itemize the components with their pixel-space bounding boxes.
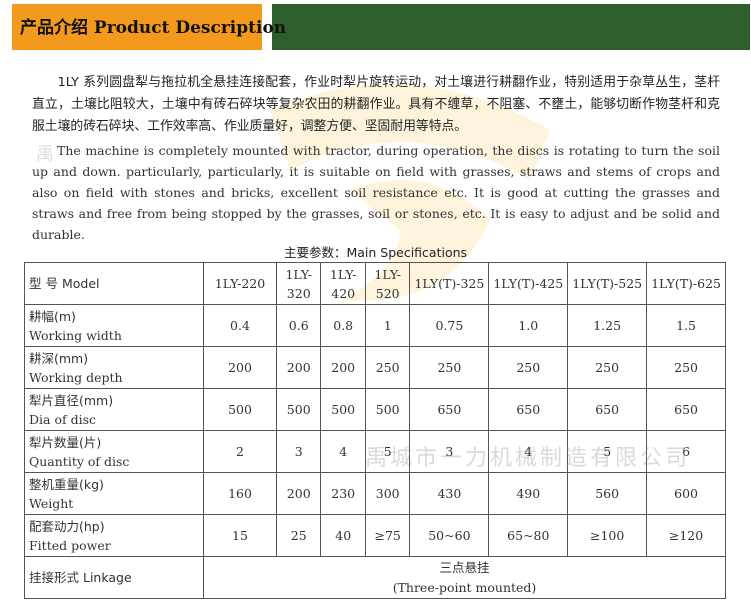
value-cell: 3 xyxy=(275,430,322,473)
table-row: 犁片直径(mm) Dia of disc 500 500 500 500 650 … xyxy=(24,388,726,431)
value-cell: 250 xyxy=(409,346,490,389)
model-label-cell: 型 号 Model xyxy=(24,262,204,305)
table-row: 耕深(mm) Working depth 200 200 200 250 250 … xyxy=(24,346,726,389)
model-cell: 1LY-320 xyxy=(275,262,322,305)
value-cell: 650 xyxy=(646,388,726,431)
value-cell: 200 xyxy=(275,346,322,389)
value-cell: 200 xyxy=(203,346,277,389)
value-cell: 5 xyxy=(364,430,411,473)
row-label: 耕幅(m) Working width xyxy=(24,304,204,347)
description-english: The machine is completely mounted with t… xyxy=(32,143,720,242)
value-cell: 4 xyxy=(488,430,569,473)
value-cell: 560 xyxy=(567,472,648,515)
table-row: 配套动力(hp) Fitted power 15 25 40 ≥75 50~60 … xyxy=(24,514,726,557)
value-cell: 25 xyxy=(275,514,322,557)
row-label: 犁片数量(片) Quantity of disc xyxy=(24,430,204,473)
table-header-row: 型 号 Model 1LY-220 1LY-320 1LY-420 1LY-52… xyxy=(24,262,726,305)
value-cell: ≥120 xyxy=(646,514,726,557)
value-cell: 300 xyxy=(364,472,411,515)
value-cell: 250 xyxy=(364,346,411,389)
spec-table-title: 主要参数：Main Specifications xyxy=(283,245,468,260)
linkage-value: 三点悬挂 (Three-point mounted) xyxy=(203,556,726,599)
model-cell: 1LY(T)-525 xyxy=(567,262,648,305)
value-cell: 430 xyxy=(409,472,490,515)
value-cell: 250 xyxy=(567,346,648,389)
value-cell: 650 xyxy=(409,388,490,431)
value-cell: 5 xyxy=(567,430,648,473)
header-banner: 产品介绍 Product Description xyxy=(12,4,750,50)
value-cell: 650 xyxy=(488,388,569,431)
header-orange-block xyxy=(12,4,262,50)
table-row: 耕幅(m) Working width 0.4 0.6 0.8 1 0.75 1.… xyxy=(24,304,726,347)
value-cell: 1 xyxy=(364,304,411,347)
value-cell: 6 xyxy=(646,430,726,473)
row-label: 犁片直径(mm) Dia of disc xyxy=(24,388,204,431)
page-title: 产品介绍 Product Description xyxy=(20,18,287,38)
value-cell: 250 xyxy=(646,346,726,389)
row-label: 配套动力(hp) Fitted power xyxy=(24,514,204,557)
value-cell: 230 xyxy=(320,472,366,515)
value-cell: 0.75 xyxy=(409,304,490,347)
linkage-label: 挂接形式 Linkage xyxy=(24,556,204,599)
row-label: 整机重量(kg) Weight xyxy=(24,472,204,515)
value-cell: 1.0 xyxy=(488,304,569,347)
value-cell: 490 xyxy=(488,472,569,515)
value-cell: 160 xyxy=(203,472,277,515)
value-cell: 3 xyxy=(409,430,490,473)
value-cell: 2 xyxy=(203,430,277,473)
value-cell: 600 xyxy=(646,472,726,515)
value-cell: 50~60 xyxy=(409,514,490,557)
header-green-block xyxy=(272,4,750,50)
table-row: 犁片数量(片) Quantity of disc 2 3 4 5 3 4 5 6 xyxy=(24,430,726,473)
description-chinese: 1LY 系列圆盘犁与拖拉机全悬挂连接配套，作业时犁片旋转运动，对土壤进行耕翻作业… xyxy=(32,75,720,134)
value-cell: 4 xyxy=(320,430,366,473)
value-cell: 0.8 xyxy=(320,304,366,347)
value-cell: 650 xyxy=(567,388,648,431)
value-cell: ≥100 xyxy=(567,514,648,557)
value-cell: 1.25 xyxy=(567,304,648,347)
row-label: 耕深(mm) Working depth xyxy=(24,346,204,389)
table-row: 整机重量(kg) Weight 160 200 230 300 430 490 5… xyxy=(24,472,726,515)
value-cell: 40 xyxy=(320,514,366,557)
value-cell: 500 xyxy=(275,388,322,431)
model-cell: 1LY(T)-425 xyxy=(488,262,569,305)
value-cell: 0.4 xyxy=(203,304,277,347)
value-cell: 500 xyxy=(320,388,366,431)
model-cell: 1LY(T)-625 xyxy=(646,262,726,305)
model-cell: 1LY-220 xyxy=(203,262,277,305)
value-cell: 200 xyxy=(275,472,322,515)
table-row: 挂接形式 Linkage 三点悬挂 (Three-point mounted) xyxy=(24,556,726,599)
value-cell: ≥75 xyxy=(364,514,411,557)
model-cell: 1LY(T)-325 xyxy=(409,262,490,305)
value-cell: 15 xyxy=(203,514,277,557)
model-cell: 1LY-420 xyxy=(320,262,366,305)
value-cell: 200 xyxy=(320,346,366,389)
value-cell: 1.5 xyxy=(646,304,726,347)
value-cell: 500 xyxy=(203,388,277,431)
value-cell: 0.6 xyxy=(275,304,322,347)
value-cell: 250 xyxy=(488,346,569,389)
value-cell: 500 xyxy=(364,388,411,431)
spec-table: 型 号 Model 1LY-220 1LY-320 1LY-420 1LY-52… xyxy=(24,262,726,599)
model-cell: 1LY-520 xyxy=(364,262,411,305)
value-cell: 65~80 xyxy=(488,514,569,557)
